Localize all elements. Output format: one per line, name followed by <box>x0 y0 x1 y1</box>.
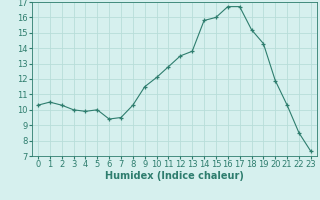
X-axis label: Humidex (Indice chaleur): Humidex (Indice chaleur) <box>105 171 244 181</box>
